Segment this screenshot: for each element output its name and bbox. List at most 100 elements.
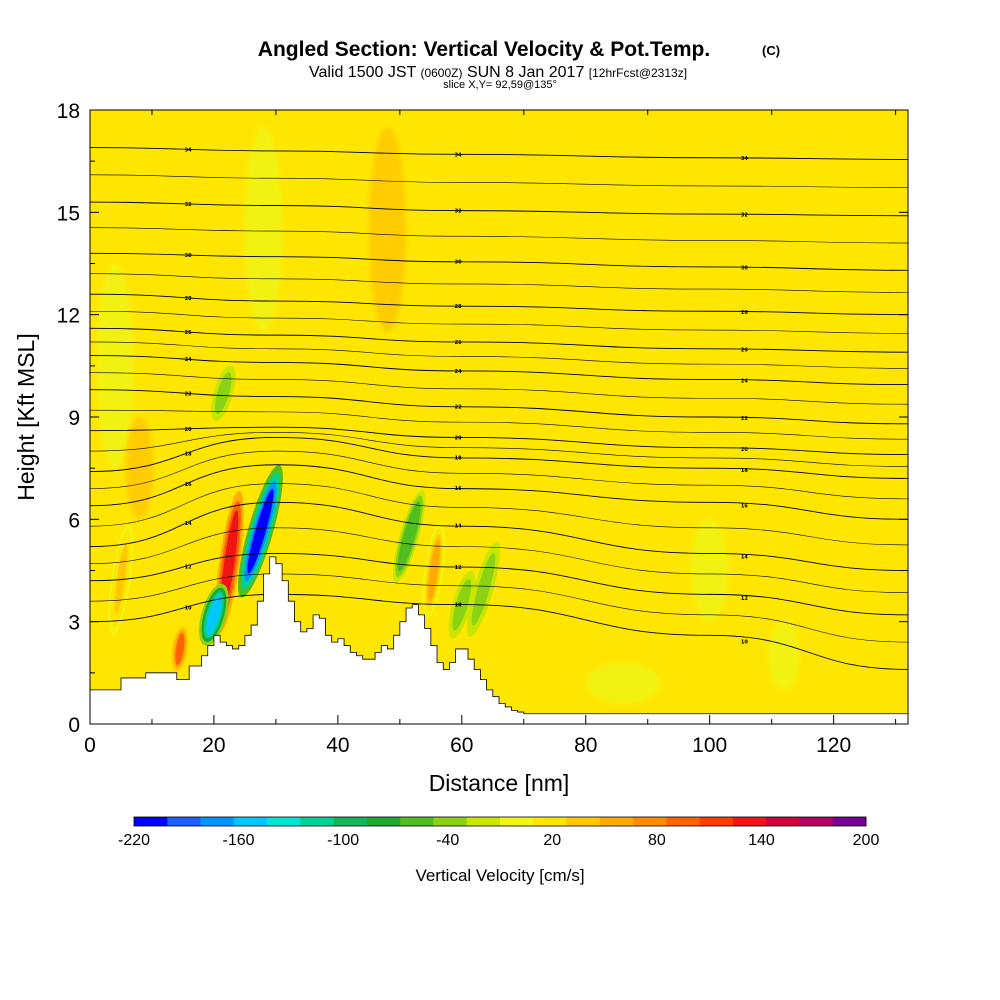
theta-contour-minor-32: [90, 227, 908, 244]
colorbar-swatch: [666, 817, 701, 826]
theta-contour-20: [90, 426, 908, 455]
updraft-core-3-level-3: [114, 543, 128, 615]
theta-contour-minor-12: [90, 573, 908, 643]
y-tick-label: 12: [57, 305, 80, 328]
theta-contour-12: [90, 552, 908, 616]
theta-contour-label: 26: [741, 347, 748, 353]
theta-contour-label: 14: [741, 554, 748, 560]
colorbar-swatch: [500, 817, 534, 826]
downdraft-core-1-level-3: [206, 595, 222, 635]
theta-contour-label: 30: [455, 260, 462, 266]
downdraft-core-0-level-3: [247, 488, 274, 574]
colorbar-tick-label: -160: [223, 832, 255, 849]
colorbar-frame: [133, 816, 867, 827]
theta-contour-label: 30: [185, 253, 192, 259]
theta-contour-label: 18: [185, 452, 192, 458]
theta-contour-minor-18: [90, 450, 908, 500]
field-band-0: [96, 263, 134, 469]
theta-contour-10: [90, 593, 908, 670]
theta-contour-label: 34: [185, 147, 192, 153]
theta-contour-label: 22: [741, 416, 748, 422]
colorbar-swatch: [799, 817, 834, 826]
theta-contour-minor-22: [90, 409, 908, 440]
colorbar-swatch: [400, 817, 434, 826]
field-band-2: [368, 127, 407, 332]
theta-contour-label: 32: [185, 202, 192, 208]
theta-contour-34: [90, 147, 908, 160]
theta-contour-label: 16: [455, 486, 462, 492]
colorbar-tick-label: -40: [436, 832, 459, 849]
theta-contour-14: [90, 501, 908, 571]
theta-contour-label: 22: [185, 391, 192, 397]
y-axis-label: Height [Kft MSL]: [13, 333, 39, 500]
theta-contour-label: 28: [185, 296, 192, 302]
theta-contour-label: 14: [455, 524, 462, 530]
theta-contours: 34 34 34 32 32 32 30 30 30 28 28 28 26 26 26 24 24 24 22 22…: [90, 147, 908, 670]
chart-slice-info: slice X,Y= 92,59@135°: [443, 79, 557, 91]
colorbar-swatch: [533, 817, 568, 826]
theta-contour-label: 26: [455, 340, 462, 346]
theta-contour-label: 32: [455, 209, 462, 215]
y-tick-label: 0: [68, 714, 80, 737]
colorbar-label: Vertical Velocity [cm/s]: [415, 866, 584, 885]
field-band-3: [125, 417, 154, 520]
x-tick-label: 80: [574, 734, 597, 757]
colorbar-tick-label: 20: [543, 832, 561, 849]
colorbar-swatch: [599, 817, 634, 826]
theta-contour-label: 12: [741, 596, 748, 602]
y-tick-label: 3: [68, 612, 80, 635]
theta-contour-label: 18: [741, 468, 748, 474]
theta-contour-label: 18: [455, 456, 462, 462]
colorbar-tick-label: 200: [853, 832, 880, 849]
theta-contour-minor-20: [90, 432, 908, 467]
theta-contour-minor-28: [90, 310, 908, 334]
field-band-4: [691, 519, 729, 622]
theta-contour-label: 20: [185, 427, 192, 433]
x-tick-label: 100: [692, 734, 727, 757]
theta-contour-label: 10: [185, 605, 192, 611]
theta-contour-label: 16: [741, 503, 748, 509]
theta-contour-minor-14: [90, 527, 908, 593]
theta-contour-label: 30: [741, 266, 748, 272]
theta-contour-label: 14: [185, 521, 192, 527]
colorbar-swatch: [233, 817, 268, 826]
theta-contour-30: [90, 252, 908, 271]
subtitle-forecast: [12hrFcst@2313z]: [589, 66, 687, 80]
y-tick-label: 18: [57, 100, 80, 123]
colorbar-swatch: [333, 817, 368, 826]
x-tick-label: 0: [84, 734, 96, 757]
theta-contour-label: 22: [455, 405, 462, 411]
x-tick-label: 40: [326, 734, 349, 757]
chart-title: Angled Section: Vertical Velocity & Pot.…: [258, 38, 710, 61]
colorbar-swatch: [167, 817, 202, 826]
theta-contour-label: 34: [455, 152, 462, 158]
downdraft-core-5-level-3: [216, 375, 230, 411]
velocity-field-bands: [96, 127, 800, 704]
theta-contour-label: 26: [185, 330, 192, 336]
chart-title-mark: (C): [762, 43, 780, 58]
colorbar-swatch: [200, 817, 235, 826]
terrain-mask: [90, 556, 908, 724]
field-band-6: [585, 662, 661, 704]
theta-contour-label: 28: [455, 304, 462, 310]
field-band-5: [768, 621, 800, 690]
colorbar-tick-label: -100: [327, 832, 359, 849]
theta-contour-26: [90, 327, 908, 353]
x-tick-label: 20: [202, 734, 225, 757]
theta-contour-minor-26: [90, 341, 908, 369]
x-axis-label: Distance [nm]: [429, 770, 570, 796]
colorbar-tick-label: -220: [118, 832, 150, 849]
theta-contour-18: [90, 437, 908, 479]
colorbar-swatch: [433, 817, 468, 826]
theta-contour-32: [90, 201, 908, 217]
colorbar-swatch: [732, 817, 767, 826]
y-axis: 0 3 6 9 12 15 18: [57, 100, 908, 737]
x-tick-label: 120: [816, 734, 851, 757]
theta-contour-label: 12: [185, 564, 192, 570]
theta-contour-22: [90, 389, 908, 425]
theta-contour-minor-24: [90, 372, 908, 405]
subtitle-valid: Valid 1500 JST: [309, 64, 417, 81]
colorbar-swatch: [267, 817, 301, 826]
colorbar-swatch: [466, 817, 501, 826]
colorbar-tick-label: 80: [648, 832, 666, 849]
